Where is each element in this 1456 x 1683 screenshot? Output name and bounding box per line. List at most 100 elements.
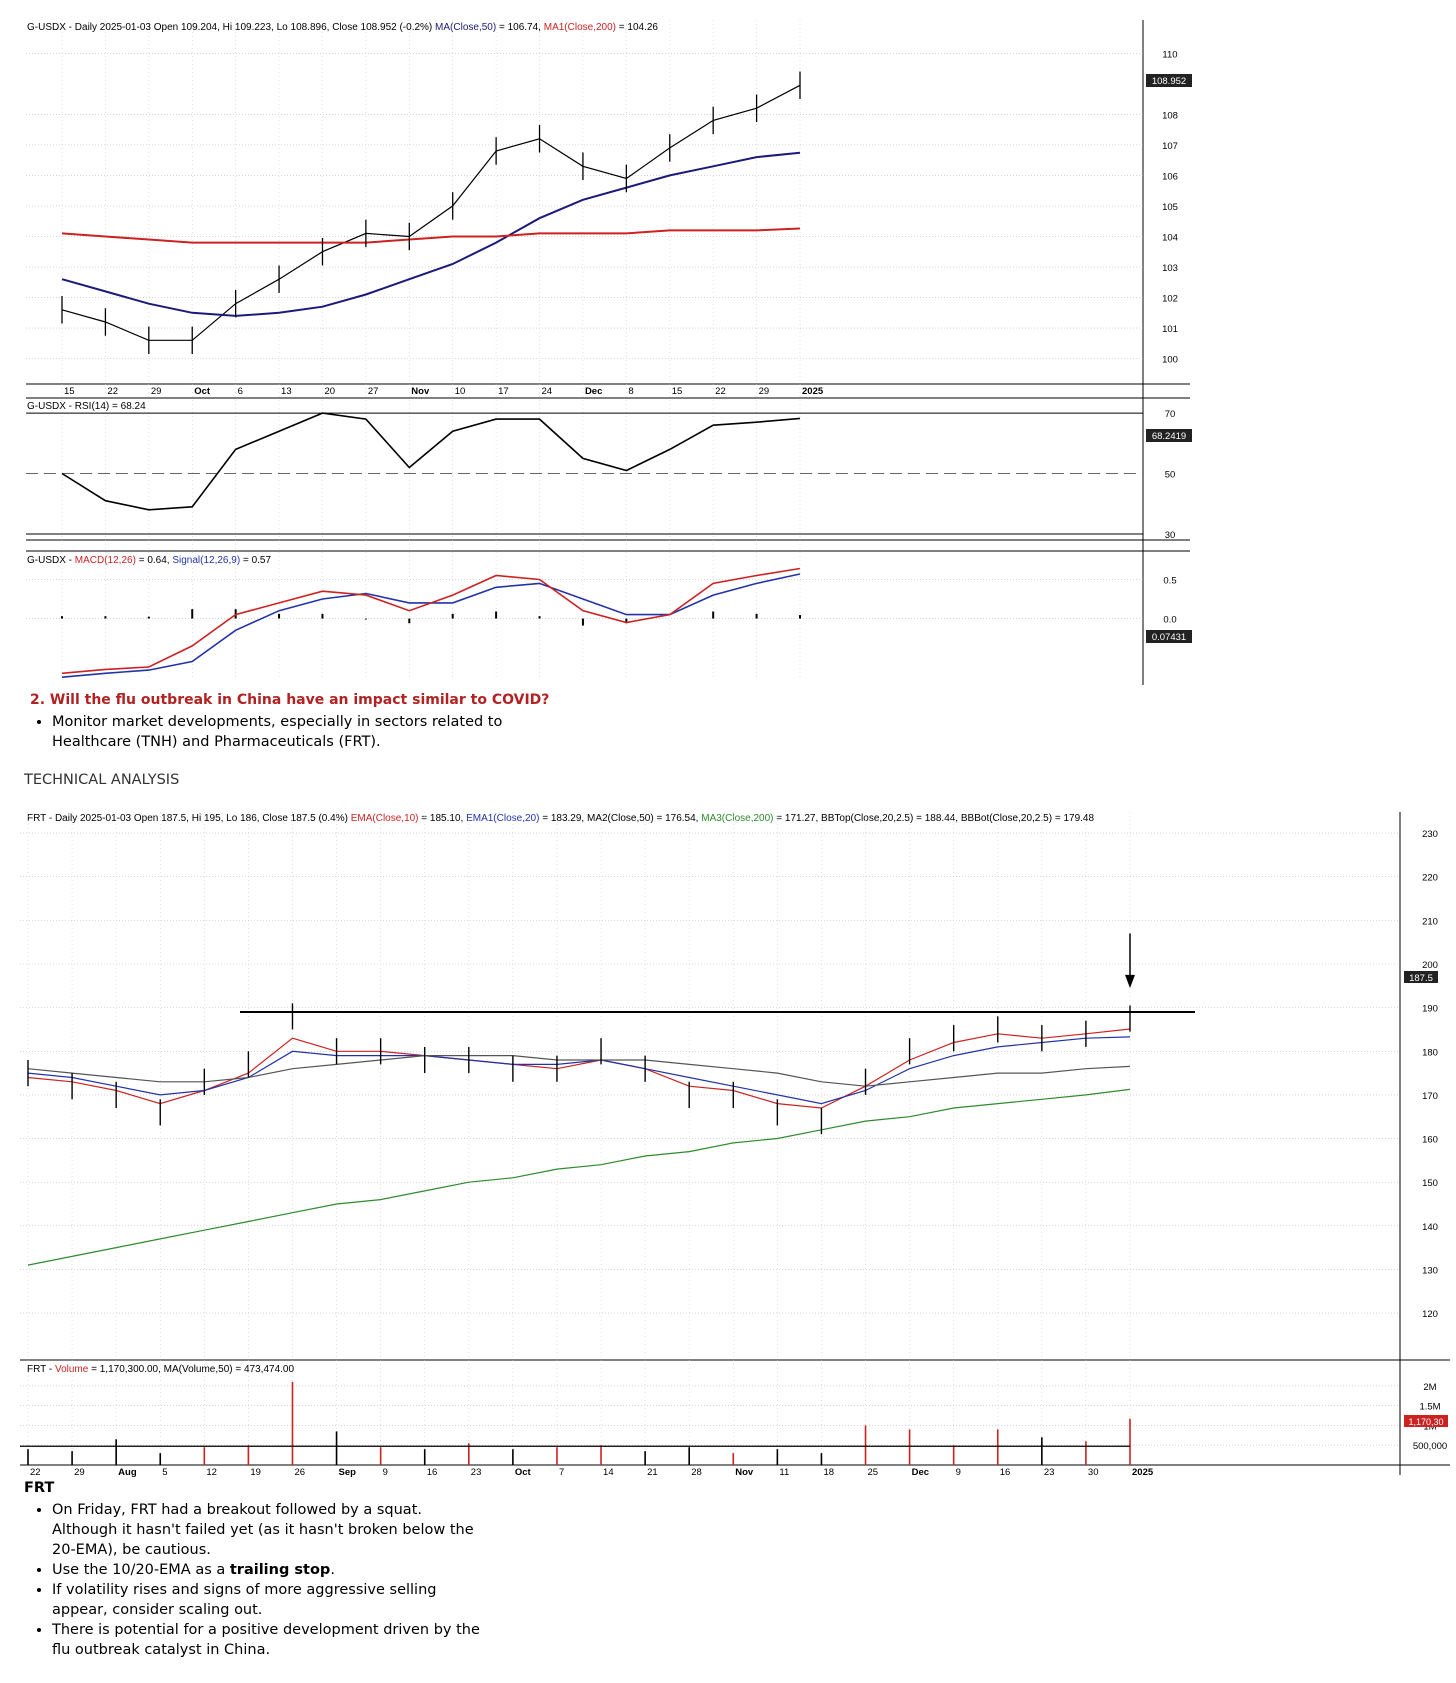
frt-price-tick-label: 140 <box>1422 1222 1438 1233</box>
frt-last-price-badge: 187.5 <box>1404 971 1438 984</box>
frt-price-tick-label: 210 <box>1422 916 1438 927</box>
section-title: TECHNICAL ANALYSIS <box>24 772 180 788</box>
usdx-series-close <box>61 84 801 341</box>
bullet-list-2: On Friday, FRT had a breakout followed b… <box>30 1500 490 1660</box>
usdx-series-ma200 <box>61 227 801 244</box>
frt-section-title: FRT <box>24 1480 55 1496</box>
usdx-rsi-pane: 70 50 30 <box>26 409 1175 541</box>
usdx-price-tick-label: 104 <box>1162 232 1178 243</box>
usdx-macd-pane: 0.5 0.0 <box>26 567 1177 678</box>
usdx-macd-header: G-USDX - MACD(12,26) = 0.64, Signal(12,2… <box>27 555 271 566</box>
usdx-date-tick-label: 15 <box>672 386 683 397</box>
frt-date-axis: 22 29 Aug 5 12 19 26 Sep 9 16 23 Oct 7 14 21 28 Nov 11 18 2… <box>30 1467 1154 1478</box>
macd-signal-line <box>61 573 801 678</box>
frt-date-tick-label: 29 <box>74 1467 85 1478</box>
usdx-last-price-badge: 108.952 <box>1146 74 1192 87</box>
frt-series-ema10 <box>27 1028 1131 1109</box>
usdx-date-tick-label: 20 <box>324 386 335 397</box>
usdx-date-tick-label: 13 <box>281 386 292 397</box>
frt-price-tick-label: 170 <box>1422 1091 1438 1102</box>
usdx-price-tick-label: 100 <box>1162 355 1178 366</box>
frt-price-tick-label: 120 <box>1422 1309 1438 1320</box>
svg-text:1,170,30: 1,170,30 <box>1408 1417 1443 1427</box>
usdx-date-tick-label: 8 <box>628 386 633 397</box>
rsi-tick-label: 70 <box>1165 409 1176 420</box>
frt-date-tick-label: Dec <box>912 1467 929 1478</box>
usdx-series-ma50 <box>61 151 801 317</box>
bullet-item: If volatility rises and signs of more ag… <box>52 1580 490 1620</box>
usdx-date-tick-label: Dec <box>585 386 602 397</box>
frt-gridlines <box>20 812 1400 1465</box>
frt-price-tick-label: 160 <box>1422 1135 1438 1146</box>
frt-date-tick-label: 12 <box>206 1467 217 1478</box>
frt-date-tick-label: 14 <box>603 1467 614 1478</box>
frt-price-tick-label: 190 <box>1422 1004 1438 1015</box>
frt-date-tick-label: 21 <box>647 1467 658 1478</box>
usdx-date-tick-label: 10 <box>455 386 466 397</box>
macd-tick-label: 0.5 <box>1163 575 1176 586</box>
macd-line <box>61 567 801 675</box>
frt-header: FRT - Daily 2025-01-03 Open 187.5, Hi 19… <box>27 813 1094 824</box>
usdx-price-tick-label: 106 <box>1162 171 1178 182</box>
usdx-date-tick-label: 27 <box>368 386 379 397</box>
frt-price-tick-label: 230 <box>1422 829 1438 840</box>
usdx-macd-last-badge: 0.07431 <box>1146 630 1192 643</box>
frt-date-tick-label: 5 <box>162 1467 167 1478</box>
frt-date-tick-label: 16 <box>1000 1467 1011 1478</box>
bullet-item: Monitor market developments, especially … <box>52 712 510 752</box>
frt-date-tick-label: 18 <box>823 1467 834 1478</box>
usdx-date-tick-label: 29 <box>151 386 162 397</box>
usdx-price-tick-label: 105 <box>1162 202 1178 213</box>
usdx-date-tick-label: 24 <box>542 386 553 397</box>
macd-tick-label: 0.0 <box>1163 615 1176 626</box>
bullet-item: There is potential for a positive develo… <box>52 1620 490 1660</box>
frt-series-ma50 <box>27 1055 1131 1087</box>
frt-price-tick-label: 180 <box>1422 1047 1438 1058</box>
usdx-rsi-last-badge: 68.2419 <box>1146 429 1192 442</box>
frt-volume-tick-label: 500,000 <box>1413 1441 1447 1452</box>
bullet-list-1: Monitor market developments, especially … <box>30 712 510 752</box>
frt-price-pane <box>27 933 1195 1266</box>
frt-date-tick-label: 11 <box>779 1467 789 1478</box>
frt-date-tick-label: 30 <box>1088 1467 1099 1478</box>
frt-date-tick-label: 26 <box>294 1467 305 1478</box>
frt-date-tick-label: 9 <box>956 1467 961 1478</box>
frt-date-tick-label: 9 <box>383 1467 388 1478</box>
usdx-date-tick-label: 15 <box>64 386 75 397</box>
frt-series-ema20 <box>27 1036 1131 1105</box>
frt-date-tick-label: 22 <box>30 1467 41 1478</box>
frt-date-tick-label: Aug <box>118 1467 137 1478</box>
frt-price-axis: 230 220 210 200 190 180 170 160 150 140 130 120 <box>1422 829 1438 1320</box>
bullet-item: On Friday, FRT had a breakout followed b… <box>52 1500 490 1560</box>
frt-chart: FRT - Daily 2025-01-03 Open 187.5, Hi 19… <box>20 812 1450 1478</box>
rsi-tick-label: 30 <box>1165 530 1176 541</box>
usdx-date-tick-label: Nov <box>411 386 430 397</box>
usdx-price-tick-label: 103 <box>1162 263 1178 274</box>
svg-text:68.2419: 68.2419 <box>1152 431 1186 442</box>
frt-volume-pane: 2M1.5M1M500,000 <box>20 1382 1447 1465</box>
usdx-date-tick-label: 29 <box>759 386 770 397</box>
frt-date-tick-label: Nov <box>735 1467 754 1478</box>
frt-price-tick-label: 200 <box>1422 960 1438 971</box>
frt-date-tick-label: 28 <box>691 1467 702 1478</box>
rsi-tick-label: 50 <box>1165 470 1176 481</box>
frt-date-tick-label: 19 <box>250 1467 261 1478</box>
frt-date-tick-label: 23 <box>471 1467 482 1478</box>
frt-date-tick-label: 25 <box>868 1467 879 1478</box>
frt-volume-tick-label: 2M <box>1423 1382 1436 1393</box>
usdx-price-tick-label: 101 <box>1162 324 1178 335</box>
frt-date-tick-label: 2025 <box>1132 1467 1154 1478</box>
svg-text:0.07431: 0.07431 <box>1152 632 1186 643</box>
rsi-line <box>61 412 801 511</box>
usdx-date-tick-label: 2025 <box>802 386 824 397</box>
usdx-header: G-USDX - Daily 2025-01-03 Open 109.204, … <box>27 22 658 33</box>
frt-volume-header: FRT - Volume = 1,170,300.00, MA(Volume,5… <box>27 1364 294 1375</box>
svg-text:187.5: 187.5 <box>1409 973 1433 984</box>
frt-date-tick-label: 7 <box>559 1467 564 1478</box>
frt-price-tick-label: 220 <box>1422 873 1438 884</box>
bullet-item: Use the 10/20-EMA as a trailing stop. <box>52 1560 490 1580</box>
frt-date-tick-label: 23 <box>1044 1467 1055 1478</box>
usdx-date-tick-label: Oct <box>194 386 211 397</box>
